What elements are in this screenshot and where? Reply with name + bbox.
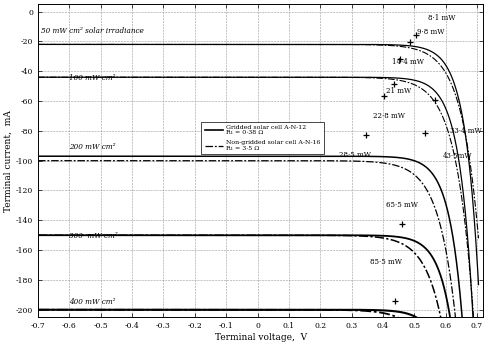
Text: 65·5 mW: 65·5 mW <box>386 201 418 209</box>
Text: 50 mW cm² solar irradiance: 50 mW cm² solar irradiance <box>41 27 144 35</box>
Text: 21 mW: 21 mW <box>386 86 411 94</box>
Y-axis label: Terminal current,  mA: Terminal current, mA <box>4 110 13 212</box>
Text: 22·8 mW: 22·8 mW <box>374 112 406 120</box>
Text: 400 mW cm²: 400 mW cm² <box>69 298 116 306</box>
Legend: Gridded solar cell A-N-12
R₁ = 0·38 Ω, Non-gridded solar cell A-N-16
R₁ = 3·5 Ω: Gridded solar cell A-N-12 R₁ = 0·38 Ω, N… <box>201 121 324 154</box>
Text: 43·5mW: 43·5mW <box>442 152 472 160</box>
Text: 8·1 mW: 8·1 mW <box>428 14 456 22</box>
X-axis label: Terminal voltage,  V: Terminal voltage, V <box>215 333 307 342</box>
Text: 33·4 mW: 33·4 mW <box>450 127 482 135</box>
Text: 300  mW cm²: 300 mW cm² <box>69 232 118 240</box>
Text: 9·8 mW: 9·8 mW <box>417 28 445 36</box>
Text: 100 mW cm²: 100 mW cm² <box>69 74 116 82</box>
Text: 28·5 mW: 28·5 mW <box>339 151 371 159</box>
Text: 14·4 mW: 14·4 mW <box>392 58 424 66</box>
Text: 85·5 mW: 85·5 mW <box>370 258 402 266</box>
Text: 200 mW cm²: 200 mW cm² <box>69 143 116 151</box>
